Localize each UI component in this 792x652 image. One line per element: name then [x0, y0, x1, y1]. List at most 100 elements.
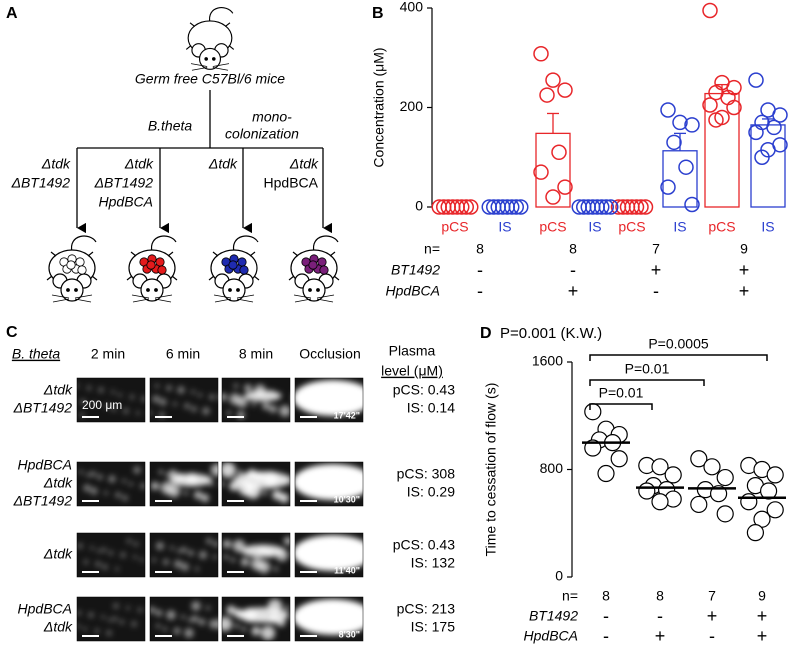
platelet-spot: [209, 482, 213, 486]
microscopy-image: [76, 596, 146, 642]
chart-title: P=0.001 (K.W.): [500, 325, 602, 342]
data-point: [598, 199, 614, 215]
data-point: [754, 149, 770, 165]
strain-label: Δtdk: [208, 156, 238, 172]
y-tick-label: 200: [400, 98, 424, 114]
platelet-spot: [160, 481, 174, 495]
mouse-eye: [66, 288, 70, 292]
platelet-spot: [97, 474, 103, 480]
image-frame: [221, 532, 291, 578]
platelet-spot: [93, 402, 97, 406]
platelet-spot: [213, 555, 217, 559]
data-point: [584, 439, 602, 457]
mouse-whisker: [212, 67, 229, 71]
image-frame: [76, 596, 146, 642]
platelet-spot: [279, 405, 291, 417]
image-frame: [221, 377, 291, 423]
table-cell: +: [655, 626, 666, 646]
thrombus-signal: [293, 535, 373, 571]
mouse-eye: [211, 57, 216, 61]
mouse-whisker: [236, 298, 254, 303]
table-cell: 8: [476, 241, 484, 257]
thrombus-signal: [148, 384, 215, 418]
platelet-spot: [140, 558, 144, 562]
data-point: [748, 72, 764, 88]
agent-label: B.theta: [148, 118, 193, 134]
thrombus-signal: [222, 536, 293, 574]
platelet-spot: [98, 387, 104, 393]
platelet-spot: [122, 495, 128, 501]
platelet-spot: [104, 403, 110, 409]
platelet-spot: [251, 626, 261, 636]
table-row-label: n=: [562, 588, 578, 604]
table-cell: 8: [569, 241, 577, 257]
platelet-spot: [101, 615, 105, 619]
platelet-spot: [133, 555, 137, 559]
platelet-spot: [263, 491, 267, 495]
microscopy-image: [293, 461, 373, 507]
platelet-spot: [90, 471, 96, 477]
image-frame: [149, 461, 219, 507]
platelet-spot: [90, 546, 94, 550]
bar-label: pCS: [539, 219, 566, 235]
method-label: colonization: [225, 126, 299, 142]
plasma-is: IS: 0.14: [407, 400, 455, 416]
platelet-spot: [133, 466, 141, 474]
platelet-spot: [83, 559, 89, 565]
platelet-spot: [155, 541, 165, 551]
mouse-feet: [126, 251, 178, 281]
mouse-whisker: [212, 63, 230, 67]
platelet-spot: [76, 624, 80, 628]
bacteria-pellet: [146, 260, 156, 270]
bacteria-pellet: [228, 260, 238, 270]
occlusion-time: 17'42": [334, 410, 360, 420]
image-frame: [294, 377, 364, 423]
data-point: [702, 97, 718, 113]
bacteria-pellet: [77, 265, 87, 275]
data-point: [463, 199, 479, 215]
mouse-whisker: [154, 294, 173, 299]
strain-label: Δtdk: [43, 546, 73, 562]
platelet-spot: [86, 473, 90, 477]
bacteria-pellet: [239, 265, 249, 275]
y-axis-label: Time to cessation of flow (s): [483, 383, 499, 557]
platelet-spot: [210, 463, 224, 477]
data-point: [708, 112, 724, 128]
mouse-head: [140, 278, 164, 302]
platelet-spot: [173, 559, 183, 569]
strain-label: ΔBT1492: [13, 400, 73, 416]
occlusion-time: 10'30": [334, 494, 360, 504]
platelet-spot: [191, 390, 195, 394]
data-point: [740, 493, 758, 511]
table-cell: 9: [758, 588, 766, 604]
data-point: [557, 179, 573, 195]
table-cell: 7: [652, 241, 660, 257]
image-frame: [294, 532, 364, 578]
bar-label: pCS: [708, 219, 735, 235]
data-point: [746, 524, 765, 542]
mouse-feet: [185, 22, 235, 50]
platelet-spot: [111, 390, 115, 394]
platelet-spot: [108, 550, 114, 556]
thrombus: [244, 390, 282, 402]
plasma-header: level (μM): [381, 363, 443, 379]
platelet-spot: [198, 618, 206, 626]
platelet-spot: [181, 615, 185, 619]
data-point: [458, 199, 474, 215]
image-frame: [221, 461, 291, 507]
platelet-spot: [123, 408, 129, 414]
data-point: [594, 199, 610, 215]
column-header: 8 min: [239, 346, 273, 362]
column-header: Occlusion: [299, 346, 360, 362]
strain-label: Δtdk: [43, 382, 73, 398]
microscopy-image: [221, 532, 293, 578]
platelet-spot: [113, 603, 119, 609]
data-point: [702, 2, 718, 19]
data-point: [716, 505, 734, 523]
platelet-spot: [104, 491, 108, 495]
microscopy-image: [293, 596, 373, 642]
table-cell: 8: [602, 588, 610, 604]
plasma-header: Plasma: [389, 343, 436, 359]
thrombus-signal: [293, 464, 373, 500]
